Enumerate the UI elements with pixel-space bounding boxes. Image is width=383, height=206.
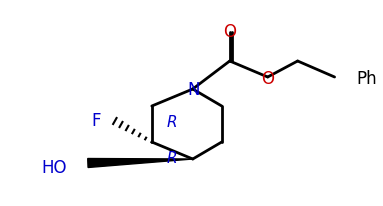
Text: N: N (188, 81, 200, 98)
Text: F: F (92, 111, 101, 129)
Polygon shape (88, 159, 193, 168)
Text: O: O (223, 23, 236, 41)
Text: Ph: Ph (357, 70, 377, 88)
Text: R: R (167, 151, 177, 166)
Text: R: R (167, 115, 177, 130)
Text: HO: HO (41, 158, 67, 176)
Text: O: O (261, 70, 274, 88)
